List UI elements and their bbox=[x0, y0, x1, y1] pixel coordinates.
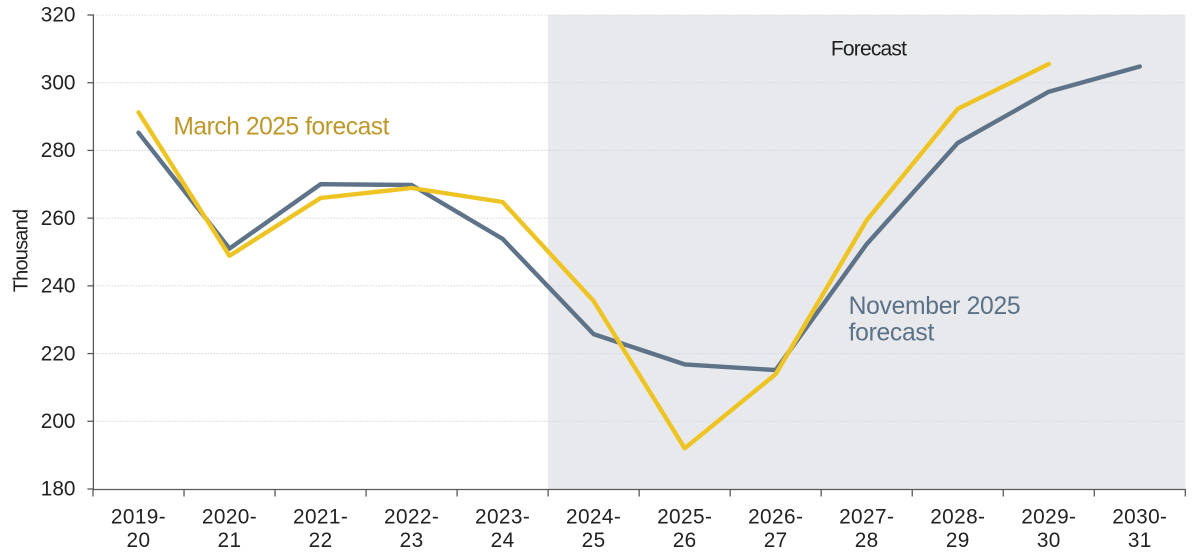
svg-text:31: 31 bbox=[1128, 529, 1152, 552]
svg-text:320: 320 bbox=[41, 4, 76, 27]
svg-text:2019-: 2019- bbox=[111, 506, 166, 529]
svg-text:260: 260 bbox=[41, 207, 76, 230]
svg-text:27: 27 bbox=[764, 529, 788, 552]
svg-text:2024-: 2024- bbox=[566, 506, 621, 529]
svg-text:2020-: 2020- bbox=[202, 506, 257, 529]
svg-text:22: 22 bbox=[309, 529, 333, 552]
svg-text:28: 28 bbox=[855, 529, 879, 552]
svg-text:Forecast: Forecast bbox=[831, 38, 907, 61]
svg-text:2027-: 2027- bbox=[839, 506, 894, 529]
svg-text:2023-: 2023- bbox=[475, 506, 530, 529]
svg-text:20: 20 bbox=[127, 529, 151, 552]
svg-text:29: 29 bbox=[946, 529, 970, 552]
svg-text:forecast: forecast bbox=[849, 320, 935, 347]
svg-text:2030-: 2030- bbox=[1112, 506, 1167, 529]
svg-text:300: 300 bbox=[41, 71, 76, 94]
svg-text:26: 26 bbox=[673, 529, 697, 552]
svg-text:180: 180 bbox=[41, 478, 76, 501]
svg-text:23: 23 bbox=[400, 529, 424, 552]
svg-text:Thousand: Thousand bbox=[11, 210, 33, 293]
svg-text:24: 24 bbox=[491, 529, 515, 552]
svg-text:2029-: 2029- bbox=[1021, 506, 1076, 529]
svg-text:November 2025: November 2025 bbox=[849, 293, 1021, 320]
svg-text:200: 200 bbox=[41, 410, 76, 433]
svg-text:2025-: 2025- bbox=[657, 506, 712, 529]
svg-text:2022-: 2022- bbox=[384, 506, 439, 529]
svg-text:240: 240 bbox=[41, 275, 76, 298]
svg-text:21: 21 bbox=[218, 529, 242, 552]
svg-text:25: 25 bbox=[582, 529, 606, 552]
svg-text:March 2025 forecast: March 2025 forecast bbox=[173, 113, 389, 140]
svg-text:2021-: 2021- bbox=[293, 506, 348, 529]
svg-text:220: 220 bbox=[41, 342, 76, 365]
svg-text:30: 30 bbox=[1037, 529, 1061, 552]
svg-text:280: 280 bbox=[41, 139, 76, 162]
svg-text:2028-: 2028- bbox=[930, 506, 985, 529]
svg-text:2026-: 2026- bbox=[748, 506, 803, 529]
